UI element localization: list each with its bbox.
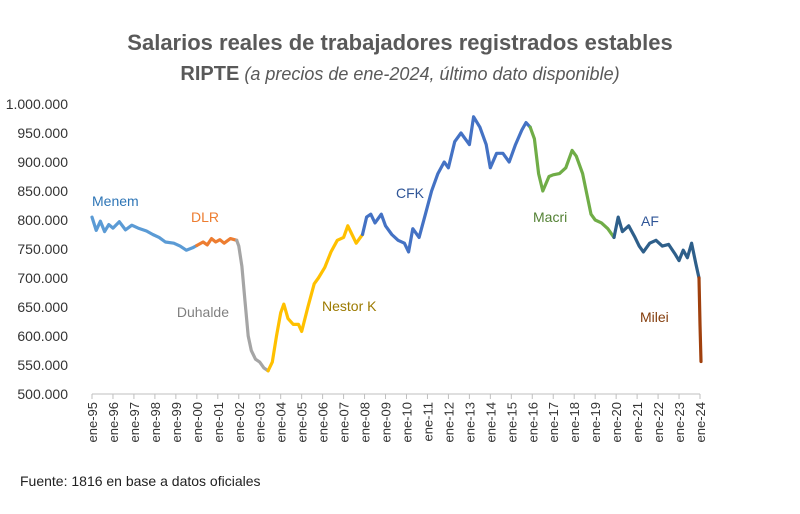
x-tick-label: ene-17 — [546, 402, 561, 442]
y-tick-label: 950.000 — [17, 125, 68, 141]
x-tick-label: ene-96 — [106, 402, 121, 442]
x-tick-label: ene-04 — [274, 402, 289, 442]
x-tick-label: ene-95 — [85, 402, 100, 442]
x-tick-label: ene-97 — [127, 402, 142, 442]
x-tick-label: ene-24 — [693, 402, 708, 442]
x-tick-label: ene-98 — [148, 402, 163, 442]
period-label-menem: Menem — [92, 193, 139, 209]
x-tick-label: ene-06 — [316, 402, 331, 442]
x-tick-label: ene-22 — [651, 402, 666, 442]
x-tick-label: ene-01 — [211, 402, 226, 442]
series-line-cfk — [360, 115, 532, 254]
y-axis: 500.000 550.000 600.000 650.000 700.000 750.0… — [6, 96, 69, 402]
x-tick-label: ene-07 — [337, 402, 352, 442]
series-line-nestor-k — [266, 224, 365, 373]
period-label-dlr: DLR — [191, 209, 219, 225]
series-line-macri — [528, 125, 616, 239]
y-tick-label: 500.000 — [17, 386, 68, 402]
period-labels: Menem DLR Duhalde Nestor K CFK Macri AF Milei — [92, 185, 669, 325]
y-tick-label: 700.000 — [17, 270, 68, 286]
series-line-milei — [697, 276, 703, 364]
x-tick-label: ene-20 — [609, 402, 624, 442]
y-tick-label: 750.000 — [17, 241, 68, 257]
series-line-af — [612, 215, 701, 280]
x-tick-label: ene-09 — [379, 402, 394, 442]
period-label-duhalde: Duhalde — [177, 304, 229, 320]
source-note: Fuente: 1816 en base a datos oficiales — [20, 473, 261, 489]
period-label-nestor-k: Nestor K — [322, 298, 377, 314]
period-label-cfk: CFK — [396, 185, 425, 201]
series-layer — [90, 115, 703, 373]
chart-title: Salarios reales de trabajadores registra… — [127, 30, 673, 55]
x-tick-label: ene-00 — [190, 402, 205, 442]
x-tick-label: ene-14 — [483, 402, 498, 442]
x-tick-label: ene-02 — [232, 402, 247, 442]
subtitle-note: (a precios de ene-2024, último dato disp… — [244, 64, 620, 84]
y-tick-label: 600.000 — [17, 328, 68, 344]
y-tick-label: 650.000 — [17, 299, 68, 315]
series-line-menem — [90, 215, 199, 252]
x-tick-label: ene-12 — [441, 402, 456, 442]
x-tick-label: ene-15 — [504, 402, 519, 442]
x-tick-label: ene-21 — [630, 402, 645, 442]
x-tick-label: ene-16 — [525, 402, 540, 442]
period-label-milei: Milei — [640, 309, 669, 325]
period-label-af: AF — [641, 213, 659, 229]
x-tick-label: ene-13 — [462, 402, 477, 442]
chart-subtitle: RIPTE (a precios de ene-2024, último dat… — [0, 63, 800, 86]
x-tick-label: ene-23 — [672, 402, 687, 442]
x-tick-label: ene-05 — [295, 402, 310, 442]
y-tick-label: 900.000 — [17, 154, 68, 170]
x-tick-label: ene-08 — [358, 402, 373, 442]
y-tick-label: 800.000 — [17, 212, 68, 228]
y-tick-label: 550.000 — [17, 357, 68, 373]
x-tick-label: ene-03 — [253, 402, 268, 442]
x-tick-label: ene-11 — [420, 402, 435, 442]
series-line-dlr — [195, 237, 239, 248]
y-tick-label: 850.000 — [17, 183, 68, 199]
subtitle-main: RIPTE — [180, 63, 240, 85]
series-line-duhalde — [235, 238, 270, 373]
x-tick-label: ene-18 — [567, 402, 582, 442]
x-tick-label: ene-19 — [588, 402, 603, 442]
y-tick-label: 1.000.000 — [6, 96, 68, 112]
x-axis: ene-95 ene-96 ene-97 ene-98 ene-99 ene-00 ene-… — [85, 393, 708, 442]
x-tick-label: ene-10 — [399, 402, 414, 442]
x-tick-label: ene-99 — [169, 402, 184, 442]
period-label-macri: Macri — [533, 209, 567, 225]
